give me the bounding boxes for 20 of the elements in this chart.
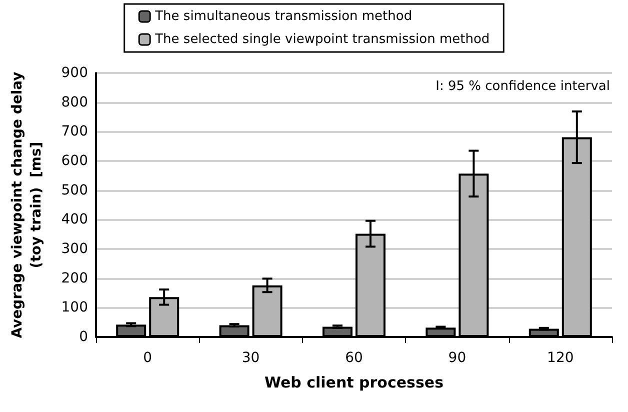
y-tick-label: 500 <box>61 182 88 198</box>
x-tick-label: 120 <box>547 350 574 366</box>
x-axis-title: Web client processes <box>264 374 444 392</box>
y-tick-label: 400 <box>61 212 88 228</box>
y-tick-label: 0 <box>79 329 88 345</box>
y-axis-title: Avegrage viewpoint change delay (toy train) [ms] <box>10 72 44 338</box>
x-tick-label: 30 <box>242 350 260 366</box>
y-tick-label: 900 <box>61 65 88 81</box>
y-tick-label: 800 <box>61 94 88 110</box>
y-tick-label: 600 <box>61 153 88 169</box>
y-tick-label: 100 <box>61 300 88 316</box>
x-tick-label: 90 <box>448 350 466 366</box>
y-tick-label: 200 <box>61 270 88 286</box>
y-tick-label: 700 <box>61 124 88 140</box>
legend-label: The selected single viewpoint transmission method <box>154 32 490 47</box>
x-tick-label: 60 <box>345 350 363 366</box>
annotation: I: 95 % confidence interval <box>436 79 610 94</box>
legend-label: The simultaneous transmission method <box>154 9 412 24</box>
y-tick-label: 300 <box>61 241 88 257</box>
x-tick-label: 0 <box>143 350 152 366</box>
